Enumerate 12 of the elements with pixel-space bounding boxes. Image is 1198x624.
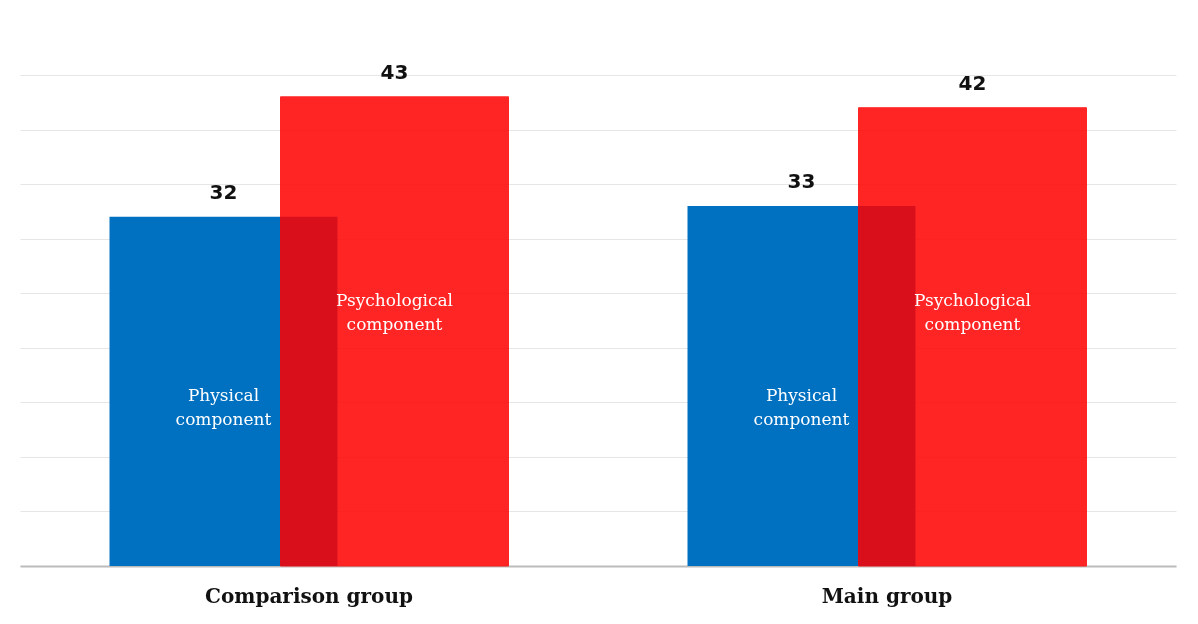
x-tick-label: Comparison group bbox=[205, 583, 413, 608]
text: Psychological component bbox=[913, 290, 1032, 334]
bar bbox=[858, 107, 1087, 567]
x-tick-label: Main group bbox=[821, 583, 953, 608]
series-label: Physical component bbox=[175, 385, 272, 429]
data-label: 33 bbox=[787, 168, 816, 193]
bar bbox=[280, 96, 509, 567]
data-label: 43 bbox=[380, 59, 409, 84]
series-label: Psychological component bbox=[335, 290, 454, 334]
data-label: 32 bbox=[209, 179, 238, 204]
text: Physical component bbox=[753, 385, 850, 429]
data-label: 42 bbox=[958, 70, 987, 95]
